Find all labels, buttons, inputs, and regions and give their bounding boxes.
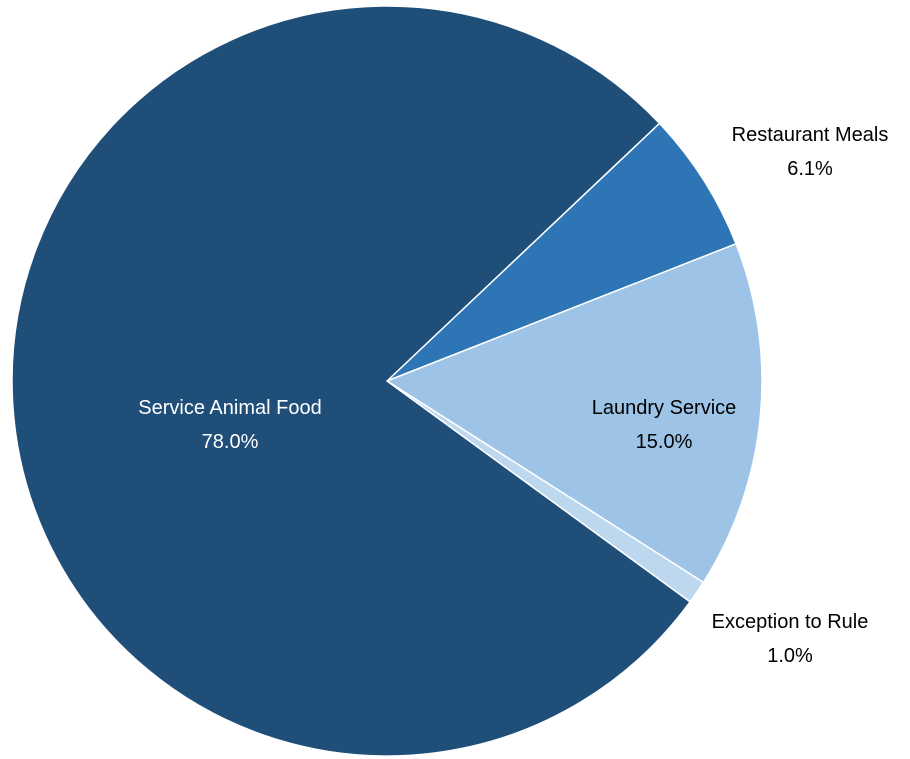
slice-label-restaurant-meals: Restaurant Meals xyxy=(732,124,889,146)
slice-value-restaurant-meals: 6.1% xyxy=(787,158,833,180)
slice-value-exception-to-rule: 1.0% xyxy=(767,645,813,667)
slice-value-service-animal-food: 78.0% xyxy=(202,431,259,453)
slice-label-exception-to-rule: Exception to Rule xyxy=(712,611,869,633)
slice-service-animal-food xyxy=(11,5,692,757)
slice-restaurant-meals xyxy=(386,122,737,382)
pie-slices xyxy=(11,5,763,757)
slice-laundry-service xyxy=(385,242,763,584)
pie-labels: Restaurant Meals 6.1% Laundry Service 15.0%… xyxy=(138,124,888,667)
slice-label-laundry-service: Laundry Service xyxy=(592,397,737,419)
slice-label-service-animal-food: Service Animal Food xyxy=(138,397,321,419)
slice-value-laundry-service: 15.0% xyxy=(636,431,693,453)
